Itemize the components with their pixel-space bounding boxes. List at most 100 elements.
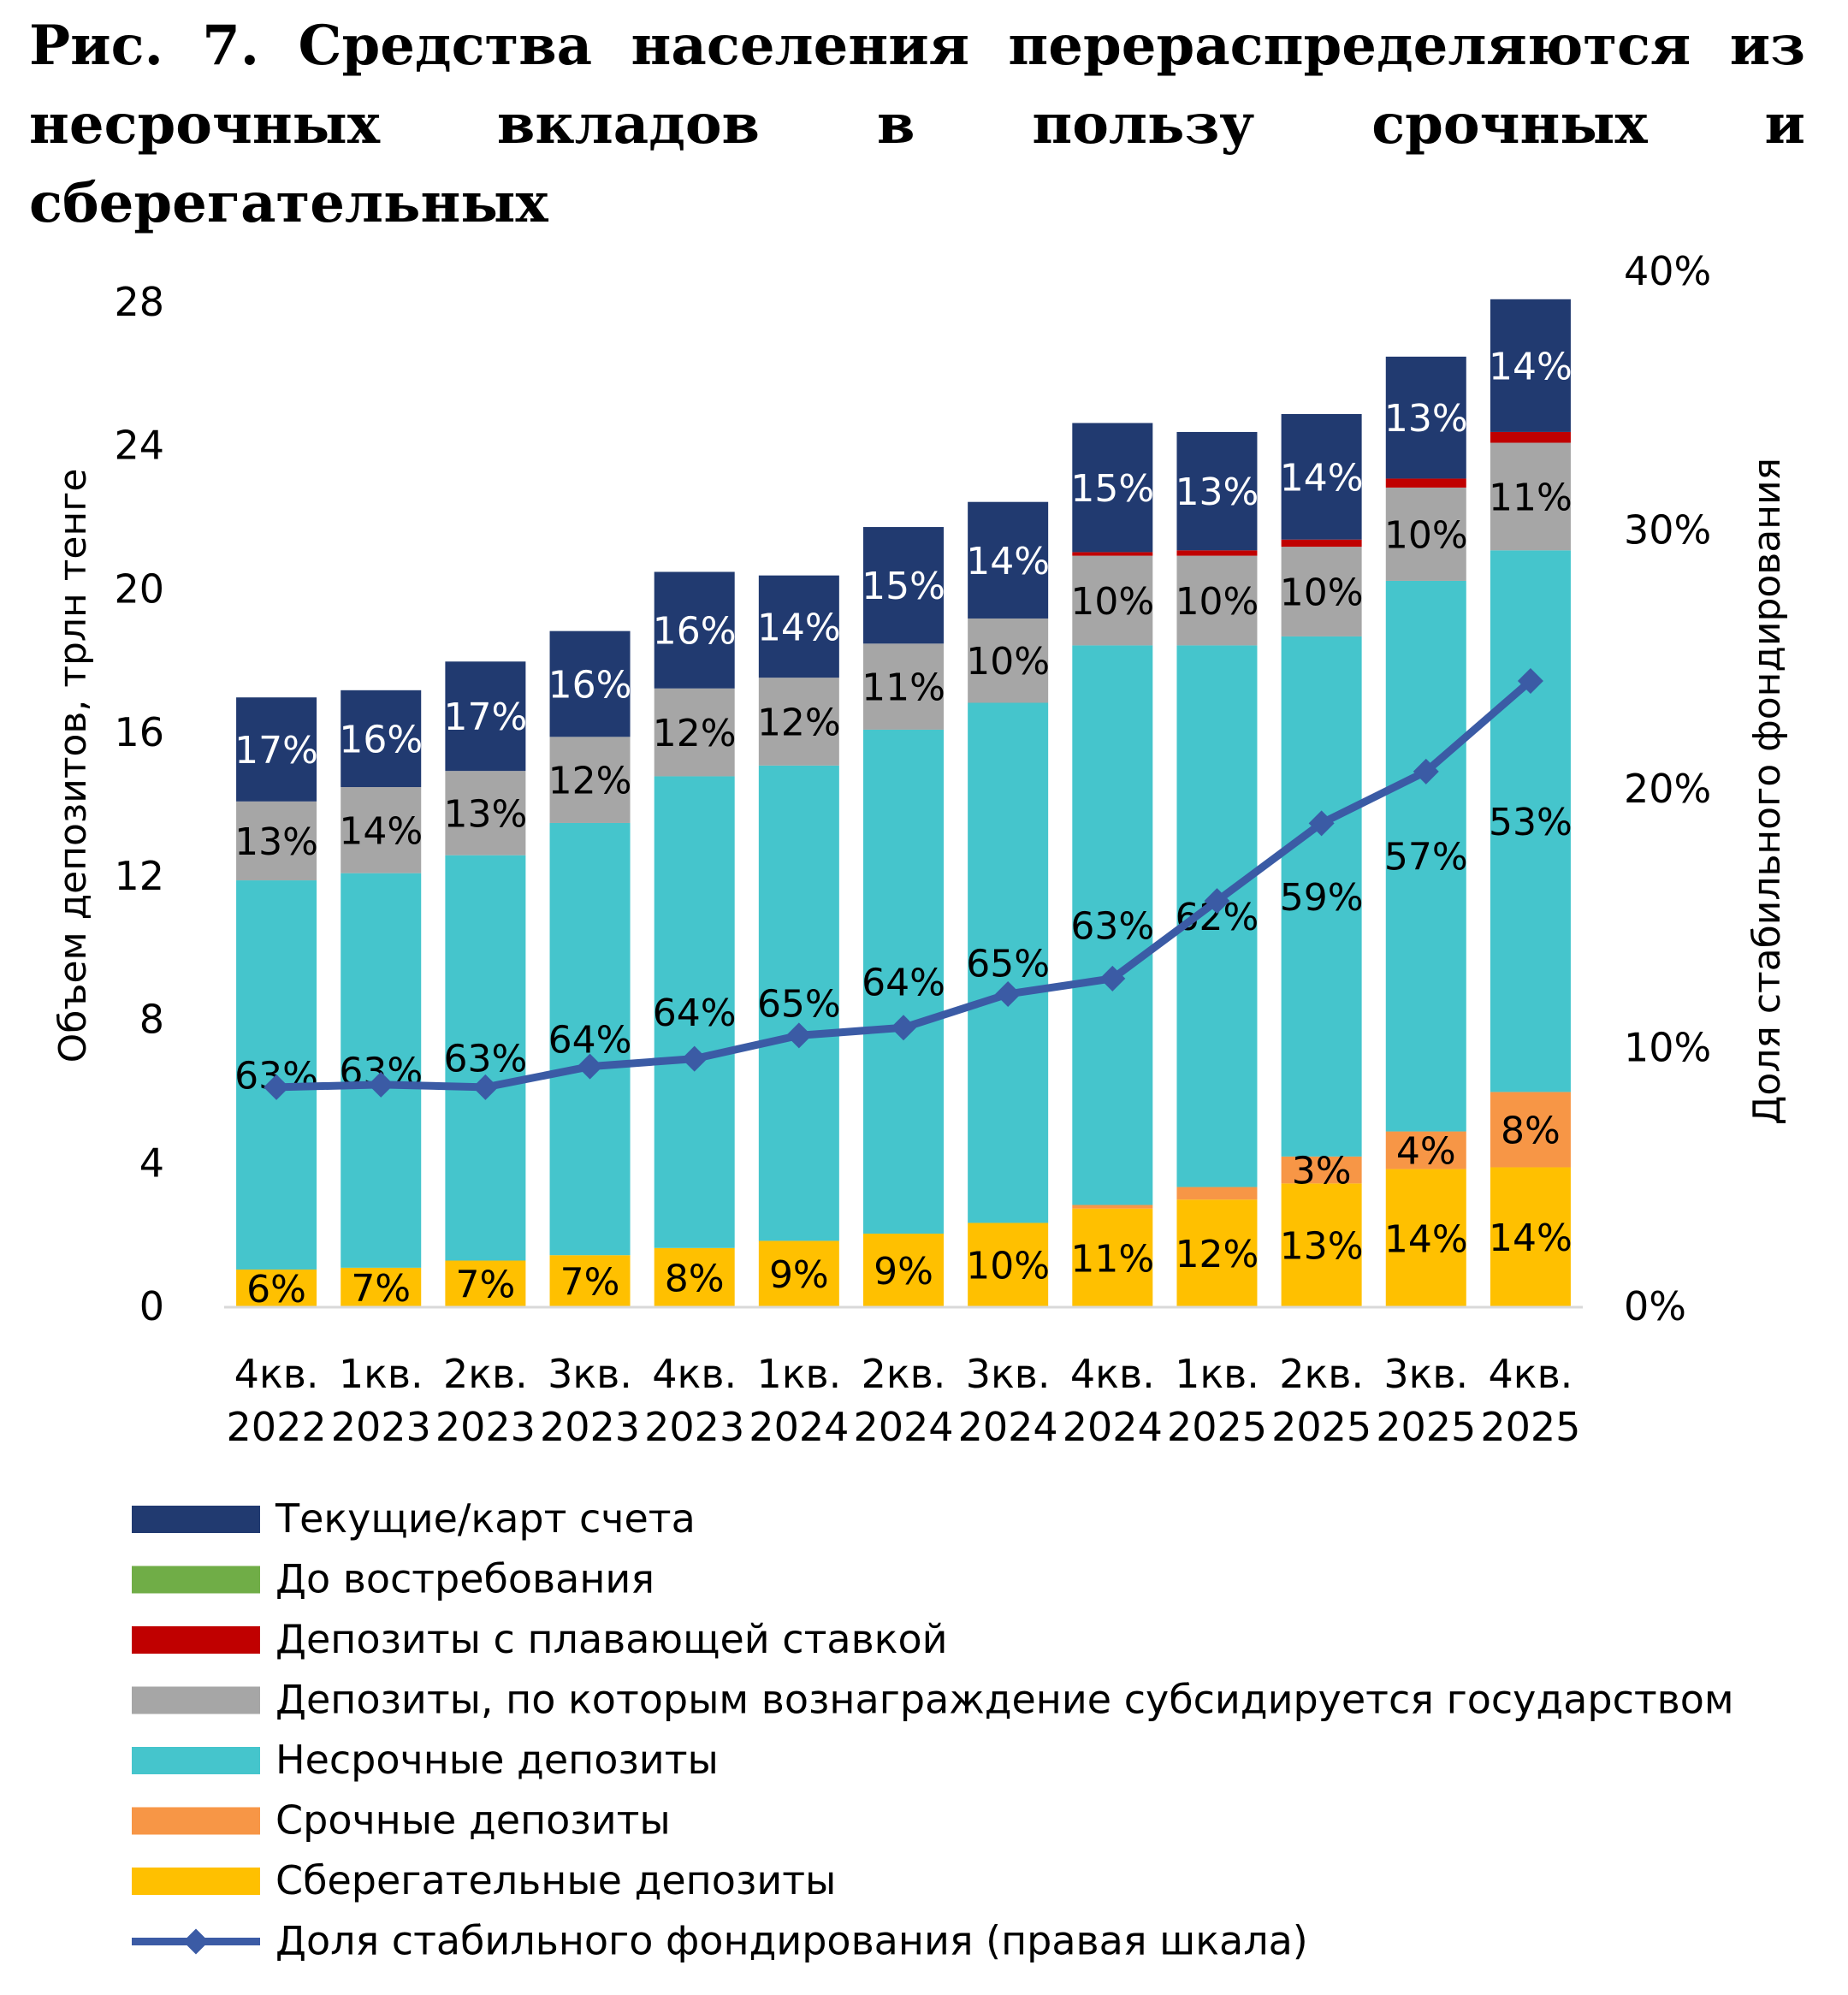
bar-segment bbox=[1176, 555, 1258, 646]
y-tick-label: 4 bbox=[139, 1140, 164, 1186]
bar-data-label: 63% bbox=[443, 1038, 527, 1081]
bar-segment bbox=[758, 765, 839, 1241]
bar-segment bbox=[236, 801, 317, 881]
x-tick-label: 2кв. bbox=[443, 1351, 528, 1397]
legend-label: Депозиты с плавающей ставкой bbox=[275, 1616, 948, 1662]
y-axis-label: Объем депозитов, трлн тенге bbox=[51, 469, 95, 1063]
bars bbox=[236, 299, 1571, 1307]
y-tick-label: 28 bbox=[114, 279, 164, 325]
bar-data-label: 65% bbox=[757, 983, 841, 1027]
bar-data-label: 14% bbox=[1489, 345, 1573, 388]
x-tick-label: 4кв. bbox=[1070, 1351, 1155, 1397]
bar-segment bbox=[1176, 431, 1258, 551]
bar-segment bbox=[1281, 1156, 1362, 1184]
bar-data-label: 63% bbox=[1070, 904, 1154, 948]
bar-data-label: 7% bbox=[351, 1267, 411, 1311]
legend-label: До востребования bbox=[275, 1556, 654, 1602]
bar-data-label: 53% bbox=[1489, 801, 1573, 844]
bar-segment bbox=[1072, 555, 1153, 646]
legend: Текущие/карт счета До востребования Депози… bbox=[132, 1495, 1734, 1964]
bar-data-label: 6% bbox=[246, 1268, 306, 1311]
bar-segment bbox=[341, 873, 422, 1268]
bar-segment bbox=[445, 771, 526, 855]
y2-tick-label: 10% bbox=[1624, 1025, 1711, 1071]
x-tick-label: 2кв. bbox=[862, 1351, 946, 1397]
x-tick-label: 2023 bbox=[644, 1404, 744, 1450]
bar-segment bbox=[341, 787, 422, 873]
bar-data-label: 11% bbox=[1489, 476, 1573, 519]
x-tick-label: 2025 bbox=[1480, 1404, 1580, 1450]
bar-segment bbox=[1072, 1208, 1153, 1307]
x-tick-label: 2022 bbox=[227, 1404, 327, 1450]
bar-data-label: 16% bbox=[548, 663, 632, 707]
bar-segment bbox=[1490, 550, 1571, 1092]
x-tick-label: 2024 bbox=[1063, 1404, 1163, 1450]
line-marker bbox=[1204, 888, 1230, 915]
y-tick-label: 20 bbox=[114, 565, 164, 612]
bar-data-label: 65% bbox=[966, 942, 1050, 986]
line-marker bbox=[785, 1022, 812, 1049]
legend-label: Срочные депозиты bbox=[275, 1797, 671, 1844]
legend-swatch bbox=[132, 1747, 260, 1774]
bar-data-label: 15% bbox=[1070, 467, 1154, 511]
legend-label: Несрочные депозиты bbox=[275, 1737, 719, 1783]
bar-segment bbox=[1490, 442, 1571, 551]
bar-data-label: 13% bbox=[234, 820, 318, 864]
x-tick-label: 2025 bbox=[1376, 1404, 1476, 1450]
bar-data-label: 9% bbox=[769, 1253, 829, 1297]
y2-tick-label: 40% bbox=[1624, 248, 1711, 294]
bar-segment bbox=[445, 1260, 526, 1307]
bar-segment bbox=[1072, 552, 1153, 556]
left-axis: 0 4 8 12 16 20 24 28 bbox=[114, 279, 164, 1329]
bar-data-label: 12% bbox=[757, 702, 841, 745]
legend-label: Доля стабильного фондирования (правая шк… bbox=[275, 1918, 1308, 1964]
x-tick-label: 3кв. bbox=[966, 1351, 1051, 1397]
bar-segment bbox=[1072, 423, 1153, 553]
bar-data-label: 10% bbox=[1384, 513, 1468, 557]
bar-segment bbox=[1176, 550, 1258, 556]
line-marker bbox=[1413, 758, 1439, 784]
bar-data-label: 17% bbox=[234, 729, 318, 773]
bar-segment bbox=[549, 737, 631, 823]
bar-segment bbox=[1176, 1187, 1258, 1200]
bar-data-label: 4% bbox=[1396, 1130, 1456, 1174]
bar-segment bbox=[968, 1222, 1049, 1307]
line-marker bbox=[577, 1053, 603, 1080]
bar-data-label: 3% bbox=[1292, 1150, 1352, 1193]
bar-data-label: 14% bbox=[1384, 1217, 1468, 1261]
line-marker bbox=[995, 980, 1022, 1007]
bar-data-label: 17% bbox=[443, 696, 527, 739]
bar-segment bbox=[758, 1240, 839, 1307]
x-tick-label: 2023 bbox=[435, 1404, 536, 1450]
bar-data-label: 13% bbox=[1384, 397, 1468, 441]
bar-data-label: 14% bbox=[966, 540, 1050, 583]
bar-data-label: 10% bbox=[966, 640, 1050, 684]
y2-axis-label: Доля стабильного фондирования bbox=[1745, 458, 1789, 1125]
legend-swatch bbox=[132, 1807, 260, 1835]
bar-data-label: 7% bbox=[560, 1261, 620, 1305]
y-tick-label: 24 bbox=[114, 423, 164, 469]
bar-data-label: 13% bbox=[1176, 471, 1259, 514]
bar-segment bbox=[1490, 431, 1571, 443]
line-marker bbox=[368, 1071, 394, 1098]
bar-segment bbox=[1385, 478, 1466, 488]
bar-segment bbox=[968, 702, 1049, 1223]
line-marker bbox=[891, 1015, 916, 1041]
legend-swatch bbox=[132, 1506, 260, 1533]
bar-data-label: 14% bbox=[757, 606, 841, 649]
bar-segment bbox=[968, 501, 1049, 619]
x-tick-label: 2023 bbox=[540, 1404, 640, 1450]
bar-segment bbox=[1490, 1167, 1571, 1307]
bar-data-label: 64% bbox=[653, 992, 737, 1035]
x-tick-label: 1кв. bbox=[1175, 1351, 1259, 1397]
x-tick-label: 1кв. bbox=[756, 1351, 841, 1397]
y-tick-label: 12 bbox=[114, 853, 164, 899]
bar-segment bbox=[1385, 1131, 1466, 1169]
line-marker bbox=[681, 1045, 708, 1072]
bar-segment bbox=[236, 1269, 317, 1307]
right-axis: 0% 10% 20% 30% 40% bbox=[1624, 248, 1711, 1329]
bar-segment bbox=[549, 1255, 631, 1307]
bar-data-label: 57% bbox=[1384, 836, 1468, 879]
y-tick-label: 16 bbox=[114, 709, 164, 755]
bar-segment bbox=[968, 618, 1049, 703]
